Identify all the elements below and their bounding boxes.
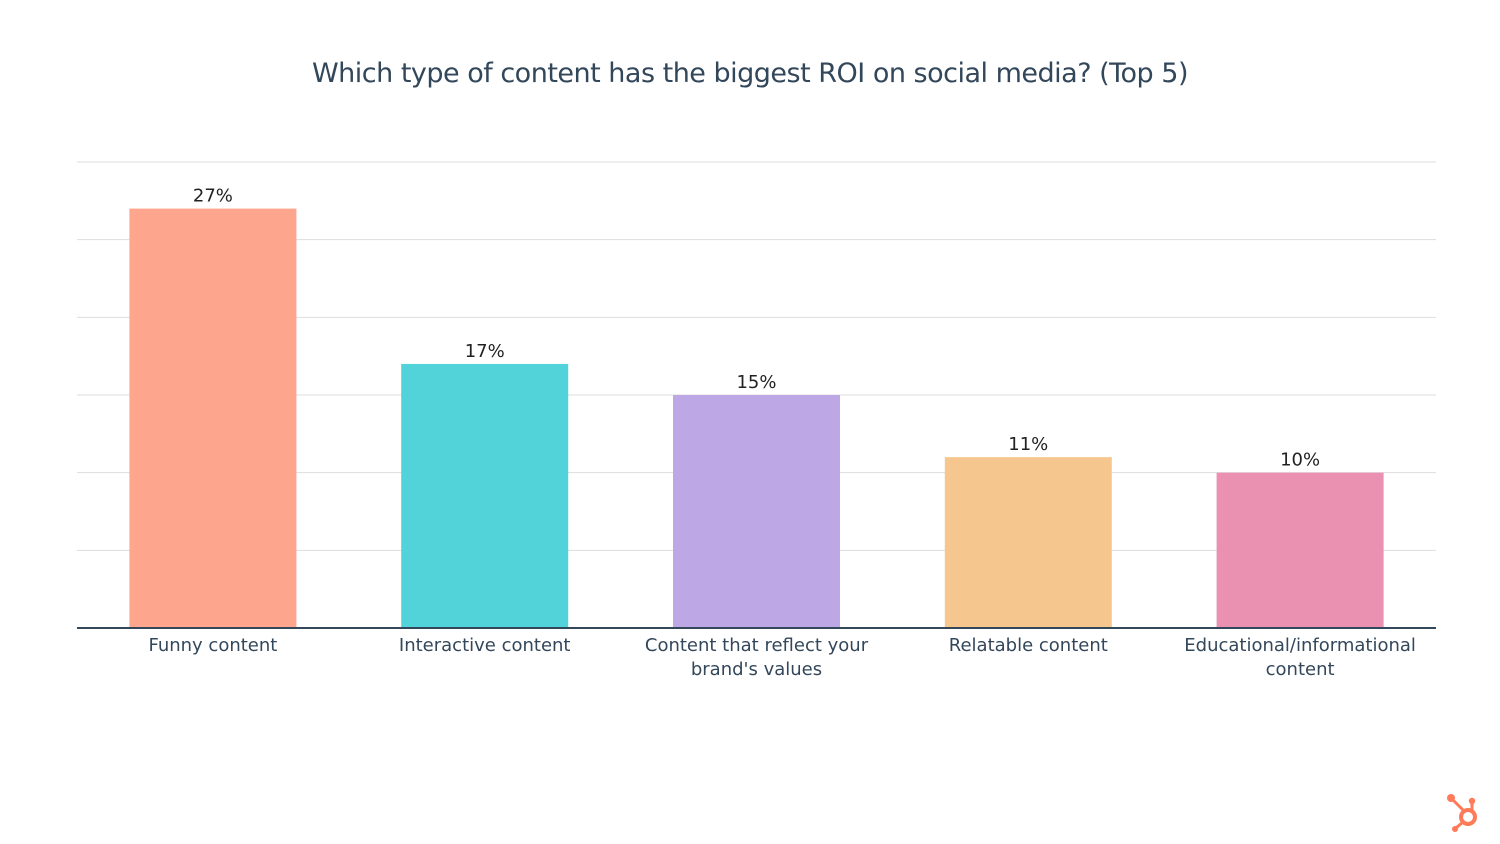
hubspot-logo-icon: [1447, 794, 1477, 832]
category-label: Funny content: [148, 635, 277, 656]
chart-title: Which type of content has the biggest RO…: [311, 58, 1189, 89]
data-label: 15%: [736, 372, 776, 393]
category-label: Content that reflect your brand's values: [645, 635, 869, 680]
category-label-line: Funny content: [148, 635, 277, 656]
data-label: 11%: [1008, 434, 1048, 455]
category-label-line: Relatable content: [949, 635, 1108, 656]
category-label: Educational/informational content: [1184, 635, 1416, 680]
data-label: 27%: [193, 186, 233, 207]
category-label: Interactive content: [399, 635, 571, 656]
bar: [673, 395, 840, 628]
data-label: 10%: [1280, 450, 1320, 471]
bar: [129, 208, 297, 628]
category-label-line: Educational/informational: [1184, 635, 1416, 656]
bar: [1216, 472, 1384, 628]
category-label-line: content: [1266, 659, 1335, 680]
category-label-line: Content that reflect your: [645, 635, 869, 656]
category-label: Relatable content: [949, 635, 1108, 656]
data-label: 17%: [465, 341, 505, 362]
bar: [944, 457, 1112, 628]
category-label-line: Interactive content: [399, 635, 571, 656]
category-label-line: brand's values: [691, 659, 822, 680]
bar: [401, 363, 569, 628]
